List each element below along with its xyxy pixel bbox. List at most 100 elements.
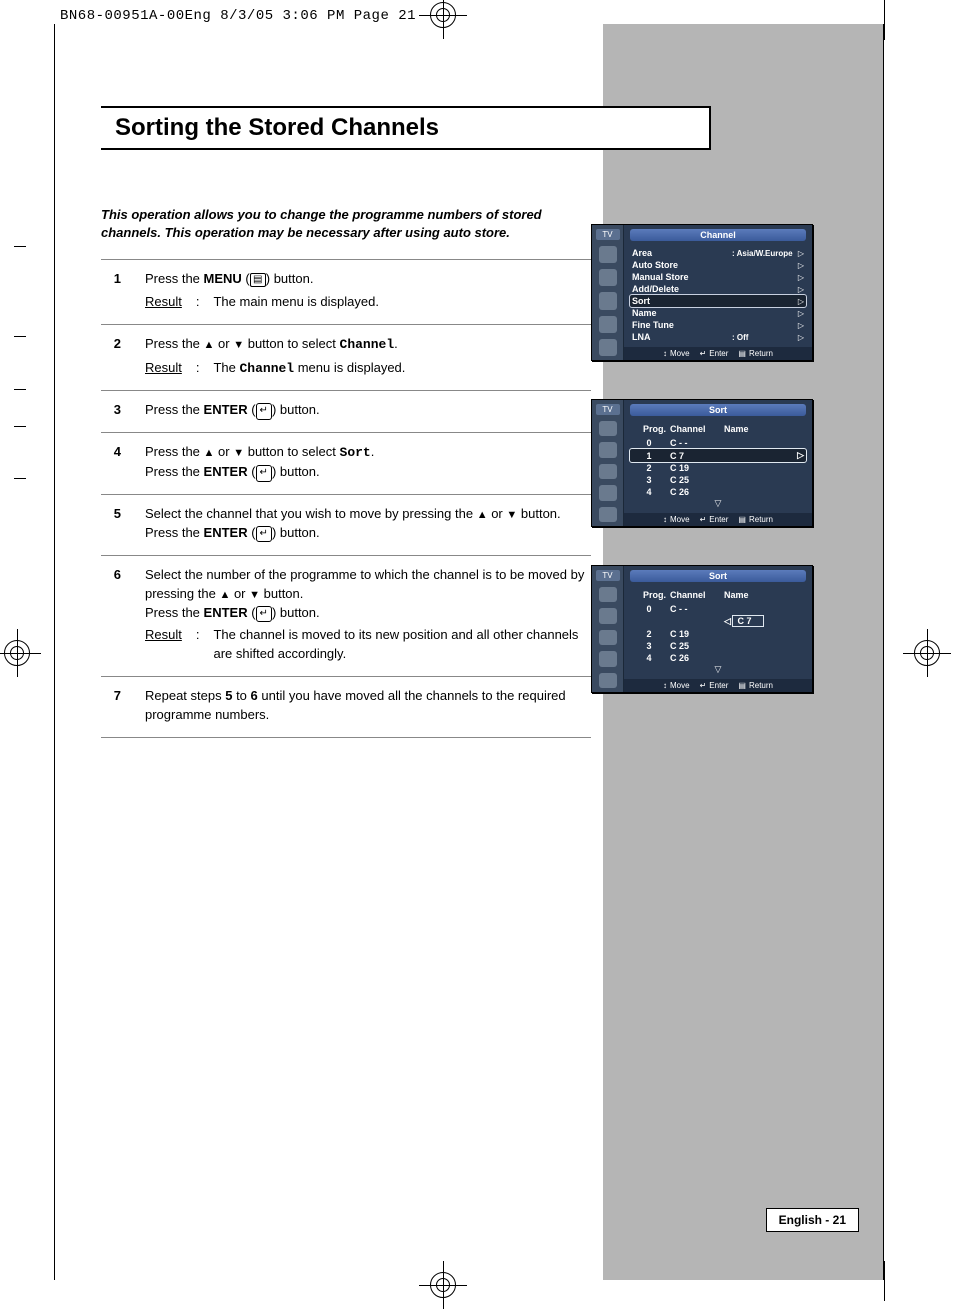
intro-text: This operation allows you to change the …	[101, 206, 561, 241]
step-number: 6	[101, 566, 121, 664]
enter-icon: ↵	[700, 349, 707, 358]
return-icon: ▤	[738, 515, 746, 524]
osd-sort-menu-2: TV Sort Prog. Channel Name 0 C - - ◁ C 7…	[591, 565, 813, 693]
edge-tick	[14, 478, 26, 479]
return-icon: ▤	[738, 349, 746, 358]
result-label: Result	[145, 359, 182, 379]
sort-row: 4 C 26	[630, 486, 806, 498]
arrow-right-icon: ▷	[794, 261, 804, 270]
osd-side-tabs: TV	[592, 566, 624, 692]
sort-row: 0 C - -	[630, 437, 806, 449]
step: 7 Repeat steps 5 to 6 until you have mov…	[101, 676, 591, 738]
arrow-right-icon: ▷	[794, 309, 804, 318]
edge-tick	[14, 246, 26, 247]
crop-mark	[884, 0, 885, 40]
osd-footer: ↕ Move ↵ Enter ▤ Return	[624, 347, 812, 360]
steps-list: 1 Press the MENU (▤) button.Result: The …	[101, 259, 591, 738]
step-number: 7	[101, 687, 121, 725]
step: 4 Press the ▲ or ▼ button to select Sort…	[101, 432, 591, 494]
arrow-right-icon: ▷	[794, 273, 804, 282]
side-icon	[599, 269, 617, 286]
osd-menu-row: Add/Delete ▷	[630, 283, 806, 295]
sort-header: Prog. Channel Name	[630, 588, 806, 603]
osd-footer: ↕ Move ↵ Enter ▤ Return	[624, 513, 812, 526]
osd-title: Channel	[630, 229, 806, 241]
osd-menu-row: Name ▷	[630, 307, 806, 319]
sort-row: 4 C 26	[630, 652, 806, 664]
osd-title: Sort	[630, 404, 806, 416]
side-icon	[599, 608, 617, 623]
side-icon	[599, 421, 617, 436]
osd-menu-row: Area : Asia/W.Europe ▷	[630, 247, 806, 259]
osd-sort-menu-1: TV Sort Prog. Channel Name 0 C - - 1 C 7…	[591, 399, 813, 527]
edge-tick	[14, 336, 26, 337]
step-body: Press the ▲ or ▼ button to select Channe…	[145, 335, 591, 379]
crop-mark	[884, 1261, 885, 1301]
tv-tab: TV	[596, 229, 620, 240]
step-body: Press the ▲ or ▼ button to select Sort.P…	[145, 443, 591, 482]
result-text: The Channel menu is displayed.	[213, 359, 405, 379]
crop-header: BN68-00951A-00Eng 8/3/05 3:06 PM Page 21	[60, 8, 416, 24]
osd-menu-row: Sort ▷	[630, 295, 806, 307]
return-icon: ▤	[738, 681, 746, 690]
side-icon	[599, 587, 617, 602]
step-body: Select the number of the programme to wh…	[145, 566, 591, 664]
edge-tick	[14, 389, 26, 390]
osd-menu-row: LNA : Off ▷	[630, 331, 806, 343]
step-number: 2	[101, 335, 121, 379]
step: 6 Select the number of the programme to …	[101, 555, 591, 676]
result-label: Result	[145, 626, 182, 664]
edge-tick	[14, 426, 26, 427]
scroll-down-icon: ▽	[630, 664, 806, 675]
result-text: The main menu is displayed.	[213, 293, 378, 312]
osd-footer: ↕ Move ↵ Enter ▤ Return	[624, 679, 812, 692]
registration-mark-right	[914, 640, 940, 666]
osd-menu-row: Auto Store ▷	[630, 259, 806, 271]
move-icon: ↕	[663, 349, 667, 358]
step-number: 5	[101, 505, 121, 543]
side-icon	[599, 507, 617, 522]
step-number: 1	[101, 270, 121, 312]
step-number: 4	[101, 443, 121, 482]
page-number: English - 21	[766, 1208, 859, 1232]
sort-row: 0 C - -	[630, 603, 806, 615]
page-frame: Sorting the Stored Channels This operati…	[54, 24, 884, 1280]
arrow-left-icon: ◁	[724, 616, 731, 626]
osd-side-tabs: TV	[592, 400, 624, 526]
enter-icon: ↵	[700, 515, 707, 524]
sort-row: 2 C 19	[630, 628, 806, 640]
move-icon: ↕	[663, 515, 667, 524]
registration-mark-left	[4, 640, 30, 666]
side-icon	[599, 673, 617, 688]
sort-row: 3 C 25	[630, 474, 806, 486]
result-label: Result	[145, 293, 182, 312]
tv-tab: TV	[596, 570, 620, 581]
arrow-right-icon: ▷	[797, 450, 804, 461]
arrow-right-icon: ▷	[794, 297, 804, 306]
side-icon	[599, 292, 617, 309]
osd-menu-row: Manual Store ▷	[630, 271, 806, 283]
step: 3 Press the ENTER (↵) button.	[101, 390, 591, 432]
step-body: Repeat steps 5 to 6 until you have moved…	[145, 687, 591, 725]
side-icon	[599, 485, 617, 500]
arrow-right-icon: ▷	[794, 333, 804, 342]
arrow-right-icon: ▷	[794, 249, 804, 258]
side-icon	[599, 316, 617, 333]
side-icon	[599, 442, 617, 457]
step-number: 3	[101, 401, 121, 420]
step-body: Press the MENU (▤) button.Result: The ma…	[145, 270, 591, 312]
tv-tab: TV	[596, 404, 620, 415]
side-icon	[599, 630, 617, 645]
step-body: Select the channel that you wish to move…	[145, 505, 591, 543]
step-body: Press the ENTER (↵) button.	[145, 401, 591, 420]
sort-row: 2 C 19	[630, 462, 806, 474]
step: 2 Press the ▲ or ▼ button to select Chan…	[101, 324, 591, 391]
page-title: Sorting the Stored Channels	[101, 106, 711, 150]
side-icon	[599, 651, 617, 666]
side-icon	[599, 339, 617, 356]
sort-row: 3 C 25	[630, 640, 806, 652]
move-icon: ↕	[663, 681, 667, 690]
step: 5 Select the channel that you wish to mo…	[101, 494, 591, 555]
enter-icon: ↵	[700, 681, 707, 690]
osd-title: Sort	[630, 570, 806, 582]
